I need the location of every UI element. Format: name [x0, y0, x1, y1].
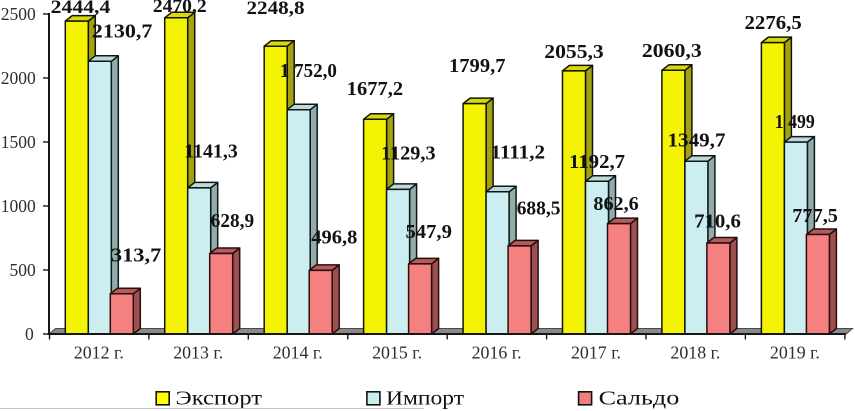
svg-text:862,6: 862,6 — [593, 193, 638, 215]
svg-text:2130,7: 2130,7 — [92, 21, 153, 43]
svg-text:313,7: 313,7 — [111, 244, 161, 266]
svg-text:2019 г.: 2019 г. — [770, 343, 820, 363]
svg-text:1799,7: 1799,7 — [449, 55, 506, 77]
svg-text:0: 0 — [25, 324, 34, 344]
svg-text:1192,7: 1192,7 — [569, 151, 625, 173]
svg-text:2470,2: 2470,2 — [153, 0, 207, 17]
svg-text:777,5: 777,5 — [792, 205, 838, 227]
svg-text:2000: 2000 — [1, 68, 36, 88]
svg-text:Сальдо: Сальдо — [599, 387, 680, 409]
svg-text:1677,2: 1677,2 — [347, 78, 403, 100]
svg-text:710,6: 710,6 — [694, 210, 741, 232]
svg-text:2060,3: 2060,3 — [642, 40, 702, 62]
svg-text:628,9: 628,9 — [211, 210, 254, 232]
svg-text:496,8: 496,8 — [311, 227, 357, 249]
svg-text:2014 г.: 2014 г. — [273, 343, 323, 363]
svg-text:Экспорт: Экспорт — [176, 387, 263, 409]
svg-text:2016 г.: 2016 г. — [472, 343, 522, 363]
svg-text:1129,3: 1129,3 — [381, 143, 436, 165]
svg-text:547,9: 547,9 — [406, 221, 452, 243]
svg-text:2015 г.: 2015 г. — [372, 343, 422, 363]
svg-text:1349,7: 1349,7 — [668, 130, 726, 152]
svg-text:1000: 1000 — [1, 196, 36, 216]
svg-text:1141,3: 1141,3 — [184, 140, 238, 162]
svg-text:2500: 2500 — [1, 4, 36, 24]
svg-text:2013 г.: 2013 г. — [173, 343, 223, 363]
svg-text:2248,8: 2248,8 — [247, 0, 305, 19]
svg-text:1111,2: 1111,2 — [491, 141, 546, 163]
svg-text:Импорт: Импорт — [386, 387, 464, 409]
svg-text:2055,3: 2055,3 — [544, 41, 603, 63]
svg-text:2017 г.: 2017 г. — [571, 343, 621, 363]
svg-text:2276,5: 2276,5 — [745, 12, 802, 34]
svg-text:1 499: 1 499 — [775, 111, 815, 133]
svg-text:1500: 1500 — [1, 132, 36, 152]
svg-text:500: 500 — [10, 260, 37, 280]
svg-text:2018 г.: 2018 г. — [670, 343, 720, 363]
svg-text:1 752,0: 1 752,0 — [280, 60, 337, 82]
svg-text:2012 г.: 2012 г. — [74, 343, 124, 363]
svg-text:688,5: 688,5 — [517, 198, 561, 220]
svg-text:2444,4: 2444,4 — [51, 0, 111, 18]
